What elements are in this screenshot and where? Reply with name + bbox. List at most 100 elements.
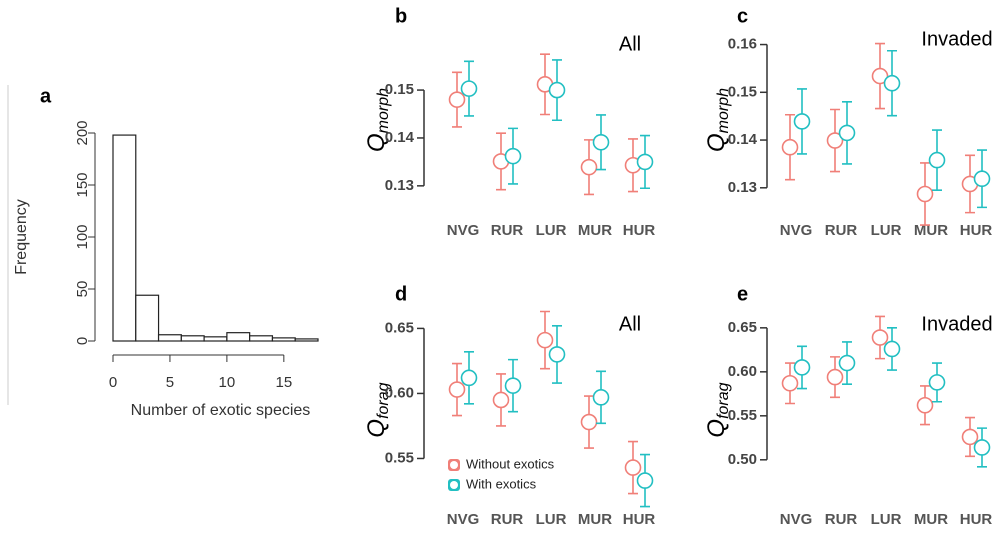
y-tick-label: 0.65 [728, 319, 757, 336]
point [916, 185, 934, 203]
point [580, 158, 598, 176]
legend-label: Without exotics [466, 456, 555, 471]
histogram-bar [226, 332, 251, 342]
y-tick-label: 0.15 [728, 83, 757, 100]
point [592, 389, 610, 406]
x-tick-label: HUR [960, 222, 993, 239]
x-tick-label: RUR [825, 511, 858, 528]
legend-marker [450, 461, 458, 469]
x-tick-label: LUR [871, 222, 902, 239]
x-tick-label: HUR [623, 222, 656, 239]
point [781, 374, 799, 392]
histogram-bar [180, 335, 205, 342]
y-tick-label: 0.13 [385, 177, 414, 194]
point [793, 359, 811, 376]
x-tick-label: 0 [109, 374, 117, 391]
y-axis-label: Frequency [13, 199, 30, 275]
point [636, 153, 654, 171]
x-tick-label: LUR [536, 222, 567, 239]
legend-marker [450, 481, 458, 489]
panel-letter: e [737, 283, 748, 305]
y-axis-label-main: Q [363, 133, 390, 152]
panel-letter: d [395, 283, 407, 305]
y-axis-label: Qmorph [363, 88, 392, 152]
point [460, 369, 478, 387]
y-tick-label: 0 [74, 337, 91, 345]
point [826, 132, 844, 149]
y-axis-label-main: Q [363, 419, 390, 438]
panel-letter: a [40, 85, 52, 107]
x-tick-label: LUR [871, 511, 902, 528]
panel-letter: c [737, 5, 748, 27]
x-tick-label: RUR [491, 511, 524, 528]
legend-label: With exotics [466, 476, 537, 491]
point [781, 138, 799, 156]
y-tick-label: 0.55 [728, 407, 757, 424]
point [838, 354, 856, 372]
point [536, 331, 554, 349]
x-tick-label: LUR [536, 511, 567, 528]
y-tick-label: 0.60 [728, 363, 757, 380]
x-tick-label: 10 [219, 374, 236, 391]
y-tick-label: 0.14 [728, 131, 758, 148]
histogram-bar [157, 334, 182, 342]
point [838, 124, 856, 142]
y-axis-label-main: Q [703, 419, 730, 438]
point [883, 74, 901, 92]
y-tick-label: 100 [74, 224, 91, 249]
point [871, 329, 889, 346]
x-tick-label: 5 [166, 374, 174, 391]
x-tick-label: NVG [780, 511, 813, 528]
point [504, 147, 522, 165]
point [928, 151, 946, 169]
x-tick-label: 15 [275, 374, 292, 391]
y-tick-label: 0.50 [728, 451, 757, 468]
y-tick-label: 0.13 [728, 179, 757, 196]
x-tick-label: NVG [447, 222, 480, 239]
histogram-bar [271, 337, 296, 342]
y-tick-label: 0.55 [385, 449, 414, 466]
point [793, 113, 811, 130]
point [636, 472, 654, 489]
y-axis-label-sub: forag [715, 382, 732, 419]
annotation: All [619, 313, 641, 335]
point [448, 91, 466, 108]
histogram-bar [294, 338, 319, 342]
histogram-bar [112, 134, 137, 342]
x-tick-label: MUR [914, 222, 948, 239]
point [871, 67, 889, 85]
point [548, 346, 566, 363]
point [973, 439, 991, 456]
y-tick-label: 0.16 [728, 36, 757, 53]
y-axis-label-sub: forag [375, 382, 392, 419]
point [504, 377, 522, 394]
x-tick-label: MUR [914, 511, 948, 528]
y-axis-label-main: Q [703, 133, 730, 152]
histogram-bar [135, 294, 160, 342]
y-axis-label-sub: morph [715, 88, 732, 133]
y-tick-label: 0.14 [385, 129, 415, 146]
y-tick-label: 0.60 [385, 384, 414, 401]
panel-letter: b [395, 5, 407, 27]
point [961, 428, 979, 446]
point [973, 170, 991, 188]
y-tick-label: 0.15 [385, 81, 414, 98]
y-axis-label: Qforag [363, 382, 392, 437]
y-axis-label: Qforag [703, 382, 732, 437]
annotation: Invaded [921, 313, 992, 335]
y-tick-label: 150 [74, 172, 91, 197]
point [548, 81, 566, 99]
x-tick-label: HUR [960, 511, 993, 528]
x-tick-label: NVG [780, 222, 813, 239]
point [826, 368, 844, 386]
y-axis-label-sub: morph [375, 88, 392, 133]
point [624, 459, 642, 476]
point [916, 396, 934, 414]
x-tick-label: NVG [447, 511, 480, 528]
x-tick-label: MUR [578, 511, 612, 528]
histogram-bar [203, 336, 228, 342]
y-tick-label: 200 [74, 120, 91, 145]
point [580, 413, 598, 431]
point [448, 381, 466, 398]
point [883, 340, 901, 358]
